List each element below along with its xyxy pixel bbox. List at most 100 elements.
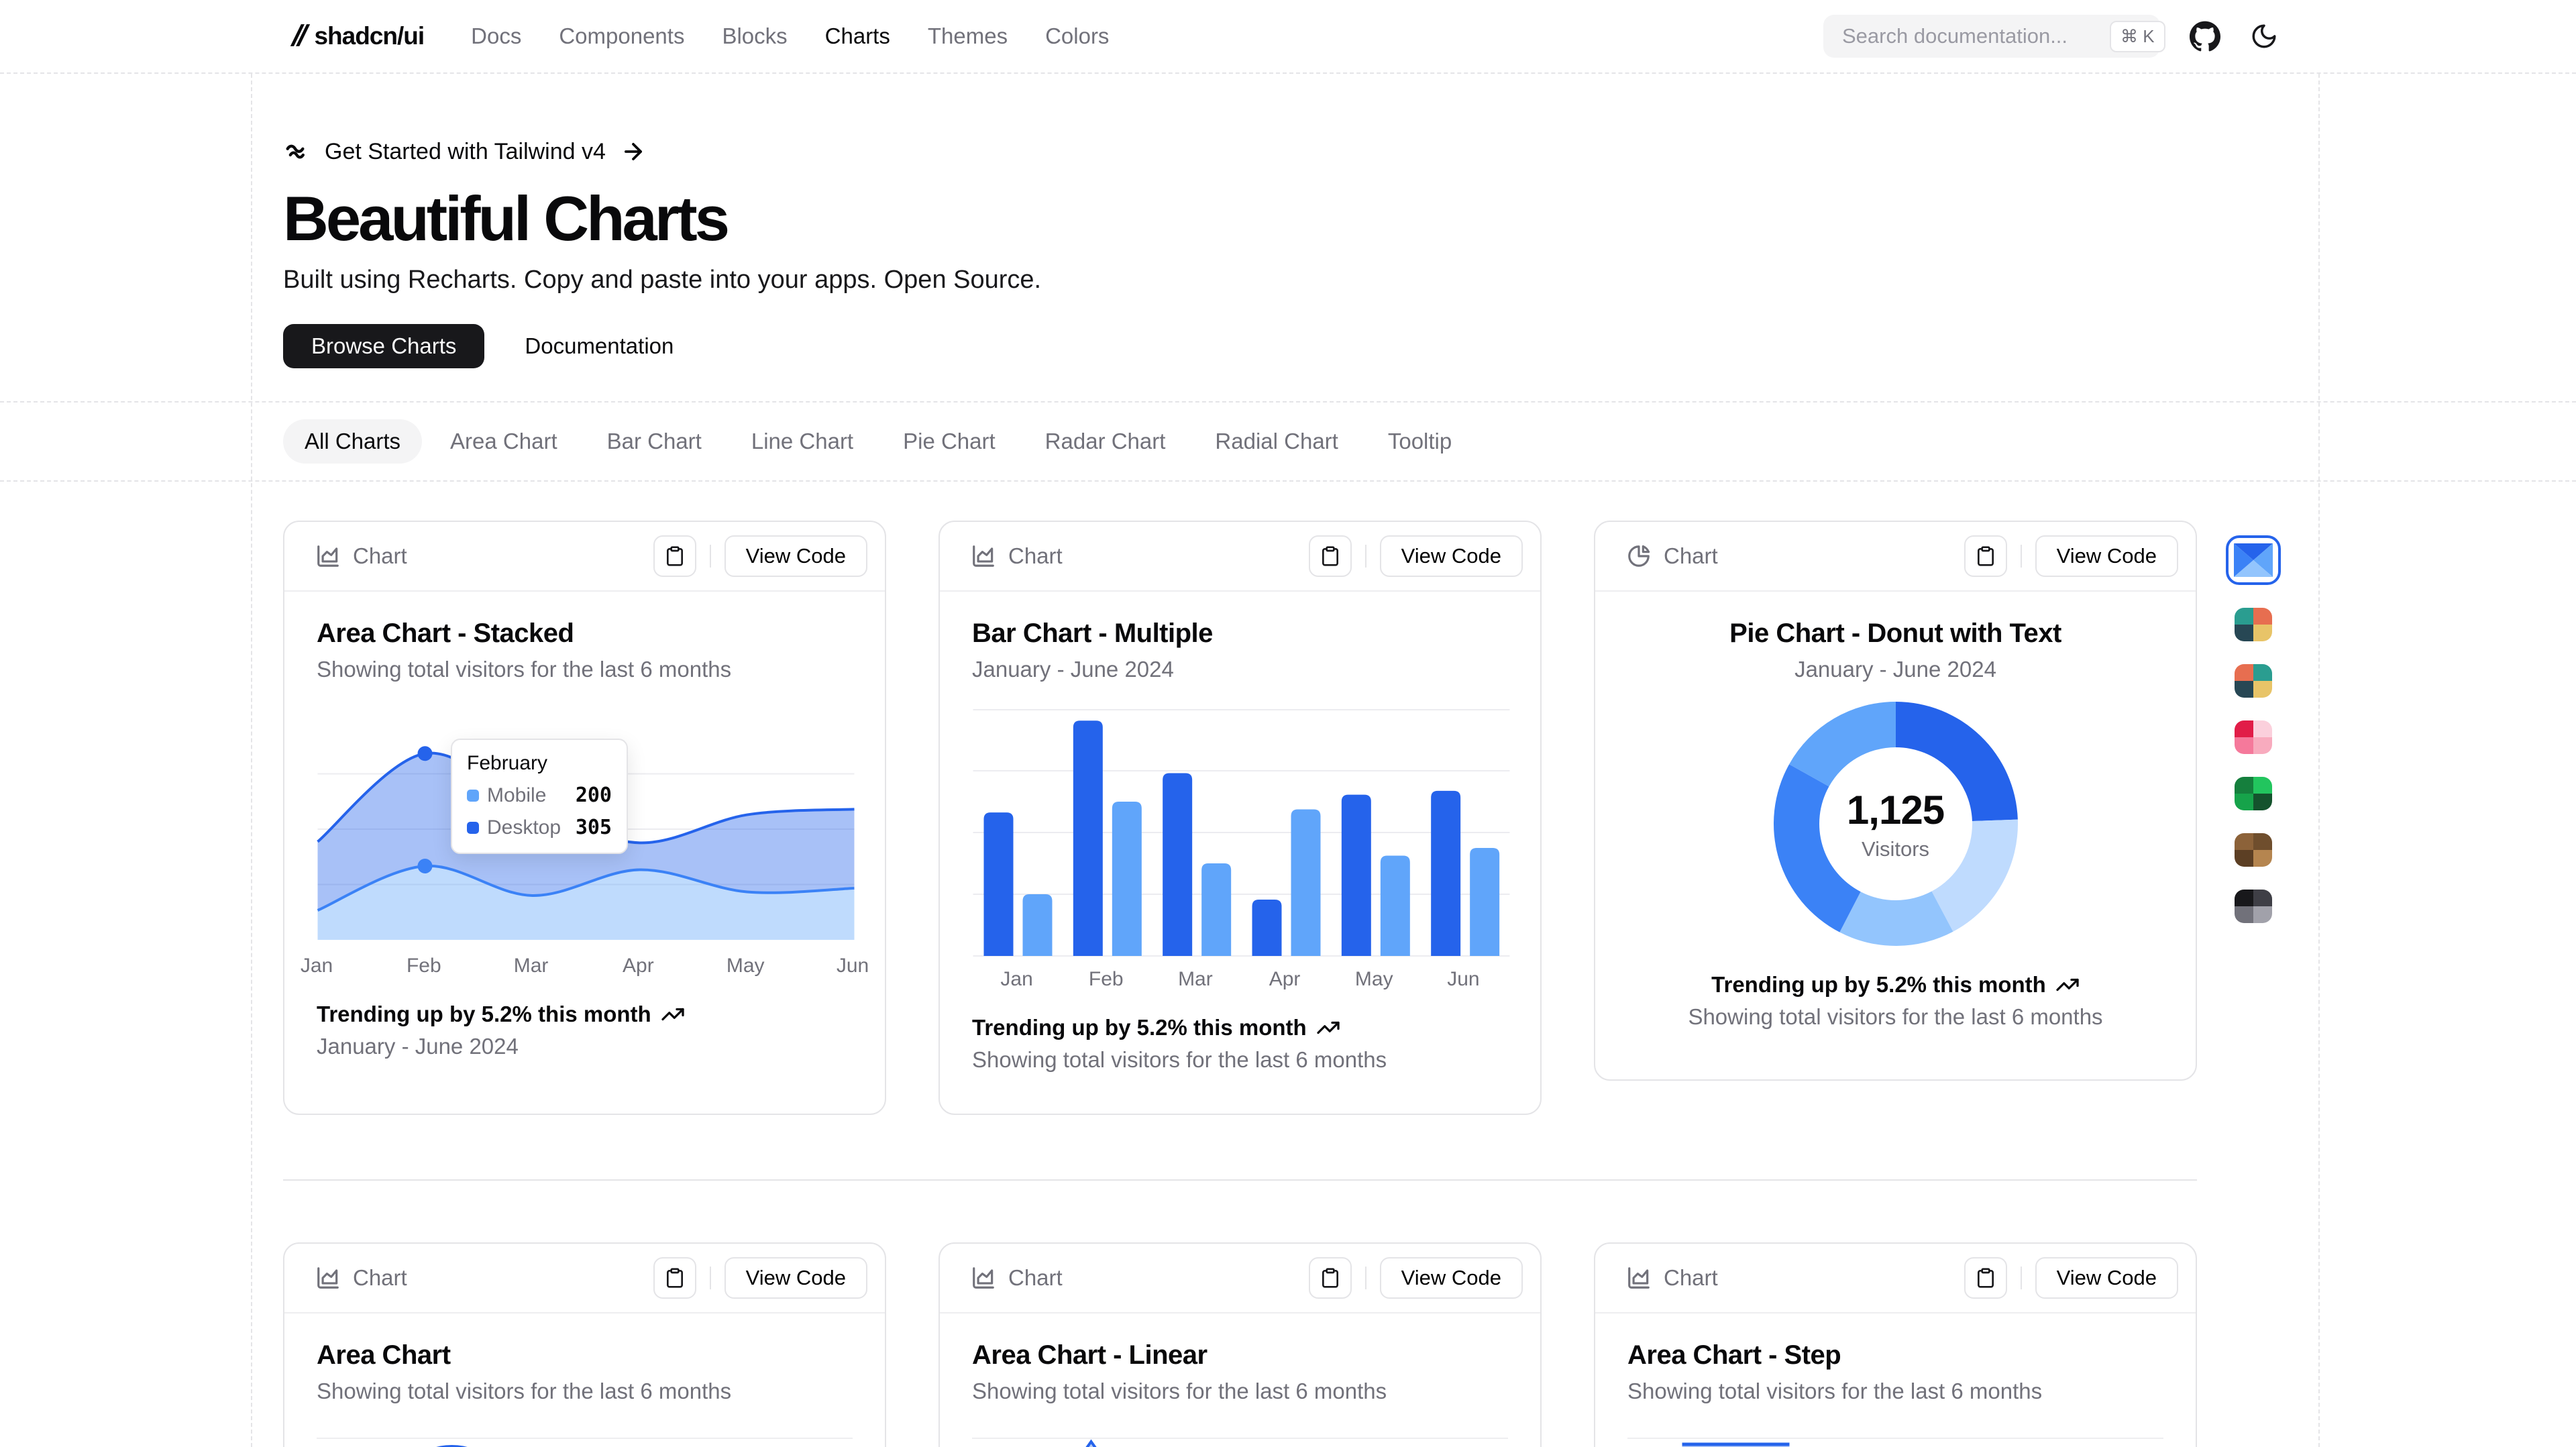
card-description: Showing total visitors for the last 6 mo… bbox=[317, 1379, 732, 1403]
announcement-link[interactable]: Get Started with Tailwind v4 bbox=[283, 138, 2576, 165]
search-input[interactable] bbox=[1842, 24, 2110, 48]
card-description: January - June 2024 bbox=[972, 657, 1174, 682]
theme-swatch-theme-mono[interactable] bbox=[2235, 890, 2272, 923]
partial-area-chart bbox=[317, 1438, 853, 1447]
nav-item-blocks[interactable]: Blocks bbox=[722, 23, 788, 48]
card-body: Area Chart Showing total visitors for th… bbox=[284, 1314, 885, 1447]
grouped-bar-chart: Jan Feb Mar Apr May Jun bbox=[972, 709, 1510, 998]
card-header: Chart View Code bbox=[284, 522, 885, 592]
left-dashed-guide bbox=[251, 74, 252, 1447]
x-axis-labels: Jan Feb Mar Apr May Jun bbox=[972, 968, 1508, 998]
card-kind-label: Chart bbox=[1664, 1265, 1718, 1290]
x-tick: Apr bbox=[623, 955, 654, 977]
documentation-button[interactable]: Documentation bbox=[496, 324, 702, 368]
card-description: Showing total visitors for the last 6 mo… bbox=[972, 1379, 1387, 1403]
theme-swatch-theme-green[interactable] bbox=[2235, 777, 2272, 810]
copy-code-button[interactable] bbox=[653, 535, 696, 577]
clipboard-icon bbox=[666, 546, 683, 566]
tailwind-wave-icon bbox=[286, 144, 305, 159]
hero-actions: Browse Charts Documentation bbox=[283, 324, 2576, 368]
card-body: Area Chart - Step Showing total visitors… bbox=[1595, 1314, 2196, 1447]
nav-item-charts[interactable]: Charts bbox=[824, 23, 890, 48]
page-subtitle: Built using Recharts. Copy and paste int… bbox=[283, 266, 1042, 294]
view-code-button[interactable]: View Code bbox=[1379, 535, 1523, 577]
announcement-text: Get Started with Tailwind v4 bbox=[325, 138, 606, 164]
card-header: Chart View Code bbox=[1595, 1244, 2196, 1314]
search-box[interactable]: ⌘ K bbox=[1823, 15, 2165, 58]
trend-text: Trending up by 5.2% this month bbox=[972, 1015, 1508, 1040]
top-nav: // shadcn/ui Docs Components Blocks Charts T… bbox=[0, 0, 2576, 74]
card-title: Area Chart - Linear bbox=[972, 1340, 1208, 1370]
card-area-chart: Chart View Code Area Chart Showing total… bbox=[283, 1242, 886, 1447]
stacked-area-chart: Jan Feb Mar Apr May Jun February Mobile 200 Des… bbox=[301, 709, 869, 984]
copy-code-button[interactable] bbox=[1964, 535, 2007, 577]
card-header: Chart View Code bbox=[1595, 522, 2196, 592]
clipboard-icon bbox=[1977, 1268, 1994, 1288]
nav-item-components[interactable]: Components bbox=[559, 23, 685, 48]
tab-line-chart[interactable]: Line Chart bbox=[751, 429, 854, 453]
tab-tooltip[interactable]: Tooltip bbox=[1387, 429, 1452, 453]
theme-swatch-theme-blue-selected[interactable] bbox=[2226, 535, 2281, 585]
footer-subtext: Showing total visitors for the last 6 mo… bbox=[1688, 1004, 2103, 1029]
card-kind-label: Chart bbox=[1664, 543, 1718, 568]
x-tick: May bbox=[1354, 968, 1393, 990]
chart-pie-icon bbox=[1628, 545, 1650, 567]
nav-item-themes[interactable]: Themes bbox=[927, 23, 1008, 48]
nav-item-docs[interactable]: Docs bbox=[471, 23, 522, 48]
card-kind-label: Chart bbox=[353, 543, 407, 568]
card-description: January - June 2024 bbox=[1794, 657, 1996, 682]
charts-grid: Chart View Code Area Chart - Stacked Sho… bbox=[283, 521, 2325, 1447]
partial-area-chart bbox=[1627, 1438, 2163, 1447]
theme-swatch-theme-teal-orange[interactable] bbox=[2235, 608, 2272, 641]
divider bbox=[1364, 545, 1366, 568]
theme-swatch-theme-orange-teal[interactable] bbox=[2235, 664, 2272, 698]
view-code-button[interactable]: View Code bbox=[724, 1257, 867, 1299]
nav-item-colors[interactable]: Colors bbox=[1045, 23, 1110, 48]
tab-all-charts[interactable]: All Charts bbox=[283, 419, 423, 464]
page-title: Beautiful Charts bbox=[283, 183, 730, 254]
nav-links: Docs Components Blocks Charts Themes Colors bbox=[471, 23, 1109, 49]
theme-swatch-theme-caramel[interactable] bbox=[2235, 833, 2272, 867]
theme-swatch-theme-rose[interactable] bbox=[2235, 720, 2272, 754]
tab-pie-chart[interactable]: Pie Chart bbox=[903, 429, 996, 453]
dark-mode-toggle-moon-icon[interactable] bbox=[2250, 22, 2278, 50]
trending-up-icon bbox=[2056, 978, 2079, 992]
copy-code-button[interactable] bbox=[653, 1257, 696, 1299]
copy-code-button[interactable] bbox=[1308, 1257, 1352, 1299]
view-code-button[interactable]: View Code bbox=[1379, 1257, 1523, 1299]
tab-radar-chart[interactable]: Radar Chart bbox=[1044, 429, 1166, 453]
footer-subtext: January - June 2024 bbox=[317, 1034, 519, 1059]
partial-area-chart bbox=[972, 1438, 1508, 1447]
card-description: Showing total visitors for the last 6 mo… bbox=[1627, 1379, 2043, 1403]
tab-area-chart[interactable]: Area Chart bbox=[450, 429, 557, 453]
x-tick: Jun bbox=[836, 955, 869, 977]
x-tick: Jan bbox=[1000, 968, 1033, 990]
row-separator bbox=[283, 1179, 2197, 1181]
card-title: Pie Chart - Donut with Text bbox=[1729, 619, 2061, 648]
view-code-button[interactable]: View Code bbox=[2035, 535, 2178, 577]
divider bbox=[2020, 1267, 2022, 1289]
theme-picker bbox=[2226, 535, 2281, 923]
chart-area-icon bbox=[973, 545, 994, 567]
card-bar-chart-multiple: Chart View Code Bar Chart - Multiple Jan… bbox=[938, 521, 1542, 1115]
logo-text: shadcn/ui bbox=[314, 22, 425, 50]
card-area-chart-linear: Chart View Code Area Chart - Linear Show… bbox=[938, 1242, 1542, 1447]
tooltip-title: February bbox=[467, 752, 548, 774]
logo[interactable]: // shadcn/ui bbox=[290, 19, 425, 53]
clipboard-icon bbox=[1977, 546, 1994, 566]
view-code-button[interactable]: View Code bbox=[2035, 1257, 2178, 1299]
x-tick: Mar bbox=[1178, 968, 1213, 990]
x-tick: May bbox=[726, 955, 765, 977]
github-icon[interactable] bbox=[2190, 21, 2220, 52]
series-swatch bbox=[467, 789, 479, 802]
card-kind-label: Chart bbox=[353, 1265, 407, 1290]
copy-code-button[interactable] bbox=[1964, 1257, 2007, 1299]
card-footer: Trending up by 5.2% this month Showing t… bbox=[1627, 948, 2163, 1030]
browse-charts-button[interactable]: Browse Charts bbox=[283, 324, 485, 368]
card-body: Bar Chart - Multiple January - June 2024… bbox=[940, 592, 1540, 1073]
view-code-button[interactable]: View Code bbox=[724, 535, 867, 577]
card-kind-label: Chart bbox=[1008, 1265, 1063, 1290]
copy-code-button[interactable] bbox=[1308, 535, 1352, 577]
tab-radial-chart[interactable]: Radial Chart bbox=[1215, 429, 1338, 453]
tab-bar-chart[interactable]: Bar Chart bbox=[606, 429, 702, 453]
